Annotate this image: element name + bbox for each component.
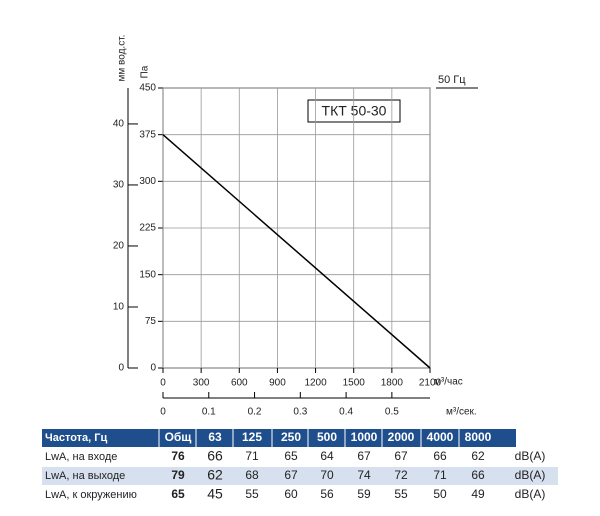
table-cell: 59 bbox=[357, 487, 371, 501]
row-unit: dB(A) bbox=[515, 468, 546, 482]
table-cell: 65 bbox=[284, 449, 298, 463]
y2-tick-label: 0 bbox=[118, 363, 124, 374]
table-stripe bbox=[42, 467, 558, 485]
table-cell: 62 bbox=[207, 467, 223, 483]
row-label: LwA, к окружению bbox=[45, 489, 137, 501]
line-series bbox=[162, 134, 431, 369]
x2-tick-label: 0.1 bbox=[202, 407, 216, 418]
table-cell: 66 bbox=[433, 449, 447, 463]
table-cell: 60 bbox=[284, 487, 298, 501]
table-cell: 67 bbox=[394, 449, 408, 463]
row-label: LwA, на входе bbox=[45, 451, 117, 463]
table-header: 63 bbox=[208, 430, 222, 444]
table-cell: 62 bbox=[471, 449, 485, 463]
y2-tick-label: 30 bbox=[113, 180, 125, 191]
x2-tick-label: 0 bbox=[160, 407, 166, 418]
x2-tick-label: 0.2 bbox=[248, 407, 262, 418]
y2-tick-label: 10 bbox=[113, 302, 125, 313]
table-cell: 56 bbox=[320, 487, 334, 501]
table-cell: 74 bbox=[357, 468, 371, 482]
table-cell: 45 bbox=[207, 486, 223, 502]
table-header: 2000 bbox=[388, 430, 415, 444]
table-header: 250 bbox=[281, 430, 301, 444]
x2-label: м³/сек. bbox=[446, 407, 477, 418]
y-label: Па bbox=[140, 65, 151, 78]
x2-tick-label: 0.3 bbox=[293, 407, 307, 418]
y2-label: мм вод.ст. bbox=[117, 35, 128, 82]
row-unit: dB(A) bbox=[515, 487, 546, 501]
y-tick-label: 225 bbox=[139, 223, 156, 234]
table-cell: 71 bbox=[433, 468, 447, 482]
table-header: 1000 bbox=[351, 430, 378, 444]
x-tick-label: 1200 bbox=[304, 378, 327, 389]
table-header-bg bbox=[42, 429, 516, 447]
table-header: 125 bbox=[242, 430, 262, 444]
table-cell: 66 bbox=[207, 448, 223, 464]
table-cell: 76 bbox=[171, 449, 185, 463]
table-cell: 71 bbox=[245, 449, 259, 463]
table-cell: 49 bbox=[471, 487, 485, 501]
x-tick-label: 2100 bbox=[419, 378, 442, 389]
table-cell: 64 bbox=[320, 449, 334, 463]
table-cell: 72 bbox=[394, 468, 408, 482]
table-cell: 68 bbox=[245, 468, 259, 482]
table-header: 500 bbox=[317, 430, 337, 444]
x-tick-label: 300 bbox=[193, 378, 210, 389]
frequency-label: 50 Гц bbox=[438, 74, 466, 86]
x-tick-label: 1800 bbox=[381, 378, 404, 389]
table-cell: 66 bbox=[471, 468, 485, 482]
table-header: Общ bbox=[165, 430, 193, 444]
y-tick-label: 375 bbox=[139, 129, 156, 140]
table-cell: 70 bbox=[320, 468, 334, 482]
x-tick-label: 600 bbox=[231, 378, 248, 389]
y-tick-label: 450 bbox=[139, 83, 156, 94]
y-tick-label: 300 bbox=[139, 176, 156, 187]
table-cell: 65 bbox=[171, 487, 185, 501]
table-cell: 55 bbox=[245, 487, 259, 501]
y-tick-label: 150 bbox=[139, 269, 156, 280]
y2-tick-label: 40 bbox=[113, 119, 125, 130]
y-tick-label: 0 bbox=[150, 363, 156, 374]
table-header: Частота, Гц bbox=[45, 432, 108, 444]
row-label: LwA, на выходе bbox=[45, 470, 125, 482]
table-cell: 55 bbox=[394, 487, 408, 501]
x-tick-label: 1500 bbox=[343, 378, 366, 389]
x2-tick-label: 0.4 bbox=[339, 407, 353, 418]
y-tick-label: 75 bbox=[145, 316, 157, 327]
table-cell: 67 bbox=[284, 468, 298, 482]
y2-tick-label: 20 bbox=[113, 241, 125, 252]
table-header: 8000 bbox=[465, 430, 492, 444]
table-cell: 67 bbox=[357, 449, 371, 463]
x-label: м³/час bbox=[434, 377, 463, 388]
x2-tick-label: 0.5 bbox=[385, 407, 399, 418]
table-cell: 50 bbox=[433, 487, 447, 501]
table-header: 4000 bbox=[427, 430, 454, 444]
x-tick-label: 900 bbox=[269, 378, 286, 389]
row-unit: dB(A) bbox=[515, 449, 546, 463]
x-tick-label: 0 bbox=[160, 378, 166, 389]
table-cell: 79 bbox=[171, 468, 185, 482]
